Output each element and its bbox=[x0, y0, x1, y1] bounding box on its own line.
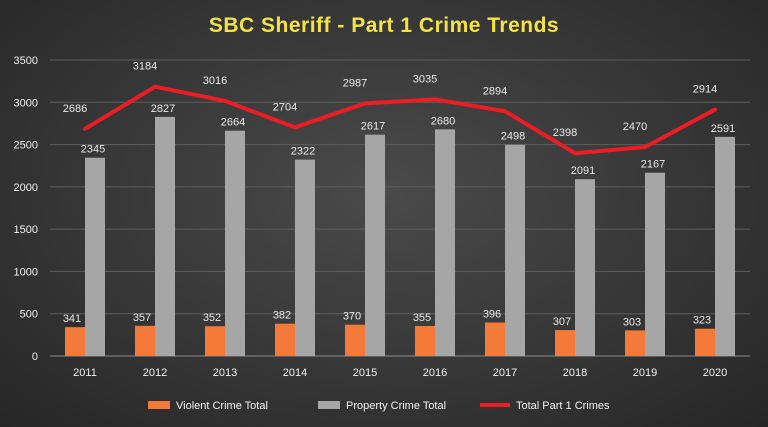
violent-data-label: 307 bbox=[553, 316, 571, 328]
property-data-label: 2664 bbox=[221, 117, 245, 129]
x-tick-label: 2012 bbox=[143, 367, 167, 379]
property-bar bbox=[505, 144, 525, 356]
x-tick-label: 2020 bbox=[703, 367, 727, 379]
property-data-label: 2617 bbox=[361, 121, 385, 133]
violent-bar bbox=[345, 324, 365, 356]
property-bar bbox=[645, 172, 665, 356]
violent-data-label: 303 bbox=[623, 316, 641, 328]
y-tick-label: 3000 bbox=[14, 97, 38, 109]
property-bar bbox=[155, 116, 175, 357]
violent-bar bbox=[625, 330, 645, 356]
legend-label: Property Crime Total bbox=[346, 400, 446, 412]
x-tick-label: 2018 bbox=[563, 367, 587, 379]
legend-label: Total Part 1 Crimes bbox=[516, 400, 610, 412]
total-data-label: 3035 bbox=[413, 73, 437, 85]
y-tick-label: 2500 bbox=[14, 140, 38, 152]
y-tick-label: 500 bbox=[20, 309, 38, 321]
property-data-label: 2322 bbox=[291, 146, 315, 158]
property-data-label: 2498 bbox=[501, 131, 525, 143]
total-data-label: 2686 bbox=[63, 103, 87, 115]
violent-bar bbox=[135, 325, 155, 356]
x-tick-label: 2017 bbox=[493, 367, 517, 379]
total-line bbox=[83, 84, 717, 156]
total-data-label: 2470 bbox=[623, 121, 647, 133]
property-bar bbox=[365, 134, 385, 356]
violent-data-label: 352 bbox=[203, 312, 221, 324]
total-data-label: 3184 bbox=[133, 61, 157, 73]
x-tick-label: 2015 bbox=[353, 367, 377, 379]
x-tick-label: 2019 bbox=[633, 367, 657, 379]
violent-data-label: 323 bbox=[693, 315, 711, 327]
violent-data-label: 382 bbox=[273, 310, 291, 322]
y-tick-label: 1500 bbox=[14, 224, 38, 236]
legend-swatch bbox=[148, 401, 170, 409]
y-tick-label: 0 bbox=[32, 351, 38, 363]
total-data-label: 2987 bbox=[343, 77, 367, 89]
property-bar bbox=[575, 179, 595, 356]
y-tick-label: 1000 bbox=[14, 266, 38, 278]
legend-label: Violent Crime Total bbox=[176, 400, 268, 412]
property-data-label: 2591 bbox=[711, 123, 735, 135]
property-bar bbox=[435, 129, 455, 356]
total-data-label: 2914 bbox=[693, 84, 717, 96]
violent-bar bbox=[415, 325, 435, 356]
violent-data-label: 357 bbox=[133, 312, 151, 324]
y-tick-label: 2000 bbox=[14, 182, 38, 194]
property-bar bbox=[715, 136, 735, 356]
property-data-label: 2167 bbox=[641, 159, 665, 171]
violent-bar bbox=[695, 328, 715, 356]
property-data-label: 2345 bbox=[81, 144, 105, 156]
total-data-label: 2398 bbox=[553, 127, 577, 139]
property-data-label: 2680 bbox=[431, 115, 455, 127]
property-bar bbox=[85, 157, 105, 356]
violent-bar bbox=[65, 327, 85, 356]
property-data-label: 2827 bbox=[151, 103, 175, 115]
violent-bar bbox=[485, 322, 505, 356]
violent-data-label: 370 bbox=[343, 311, 361, 323]
violent-bar bbox=[275, 323, 295, 356]
x-tick-label: 2011 bbox=[73, 367, 97, 379]
violent-data-label: 396 bbox=[483, 309, 501, 321]
total-data-label: 3016 bbox=[203, 75, 227, 87]
x-tick-label: 2014 bbox=[283, 367, 307, 379]
violent-bar bbox=[555, 330, 575, 356]
legend-swatch bbox=[318, 401, 340, 409]
chart-title: SBC Sheriff - Part 1 Crime Trends bbox=[208, 14, 560, 37]
property-bar bbox=[295, 159, 315, 356]
x-tick-label: 2016 bbox=[423, 367, 447, 379]
property-data-label: 2091 bbox=[571, 165, 595, 177]
x-tick-label: 2013 bbox=[213, 367, 237, 379]
total-data-label: 2894 bbox=[483, 85, 507, 97]
total-data-label: 2704 bbox=[273, 101, 297, 113]
violent-data-label: 355 bbox=[413, 312, 431, 324]
property-bar bbox=[225, 130, 245, 356]
y-tick-label: 3500 bbox=[14, 55, 38, 67]
violent-bar bbox=[205, 326, 225, 356]
violent-data-label: 341 bbox=[63, 313, 81, 325]
